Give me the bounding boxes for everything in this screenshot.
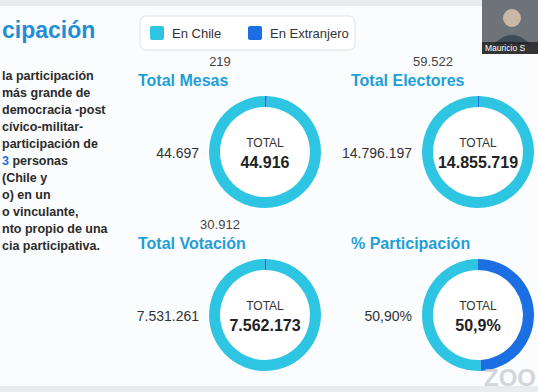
watermark: ZOO [484,364,536,391]
name-tag [482,42,538,54]
donut-slice [422,96,534,208]
video-tile [482,0,538,54]
donut-chart: Total Mesas TOTAL 44.916 44.697 219 [138,54,321,208]
chart-title: % Participación [351,235,470,252]
donut-slice [265,259,266,270]
text-run: nto propio de una [2,222,109,236]
text-run: participación de [2,137,98,151]
donut-slice [209,96,321,208]
legend-box [140,16,355,50]
participant-name: Mauricio S [485,43,525,53]
center-label: TOTAL [246,299,284,313]
screen-bg [0,0,538,392]
slide-bg [0,6,538,386]
paragraph-line: o) en un [2,188,51,202]
donut-hole [434,108,522,196]
text-run: o vinculante, [2,205,78,219]
data-label: 7.531.261 [137,308,199,324]
legend-label: En Extranjero [270,26,349,41]
text-run: democracia -post [2,103,106,117]
center-total: 14.855.719 [438,154,518,171]
data-label: 30.912 [200,217,240,232]
donut-slice [265,96,267,107]
paragraph-line: nto propio de una [2,222,109,236]
legend-swatch [150,26,164,40]
donut-chart: Total Electores TOTAL 14.855.719 14.796.197… [342,54,534,208]
center-total: 7.562.173 [229,317,300,334]
paragraph-line: la participación [2,69,94,83]
chart-title: Total Mesas [138,72,229,89]
text-run: personas [9,154,68,168]
center-label: TOTAL [246,136,284,150]
paragraph-line: (Chile y [2,171,47,185]
donut-chart: Total Votación TOTAL 7.562.173 7.531.261 30.… [137,217,321,371]
legend-label: En Chile [172,26,221,41]
center-total: 44.916 [241,154,290,171]
paragraph-line: o vinculante, [2,205,78,219]
data-label: 14.796.197 [342,145,412,161]
donut-hole [434,271,522,359]
donut-chart: % Participación TOTAL 50,9% 50,90% [351,235,534,371]
data-label: 50,90% [365,308,412,324]
donut-hole [221,108,309,196]
paragraph-line: 3 personas [2,154,68,168]
paragraph-line: cia participativa. [2,239,100,253]
center-label: TOTAL [459,299,497,313]
text-run: cívico-militar- [2,120,83,134]
center-total: 50,9% [455,317,500,334]
data-label: 59.522 [413,54,453,69]
text-run: la participación [2,69,94,83]
center-label: TOTAL [459,136,497,150]
data-label: 219 [209,54,231,69]
paragraph-line: democracia -post [2,103,106,117]
video-person [503,9,521,27]
text-run: 3 [2,154,9,168]
chart-title: Total Votación [138,235,246,252]
donut-slice [209,259,321,371]
donut-slice [478,96,479,107]
slide-title: cipación [2,17,95,43]
text-run: o) en un [2,188,51,202]
text-run: más grande de [2,86,90,100]
text-run: (Chile y [2,171,47,185]
paragraph-line: cívico-militar- [2,120,83,134]
chart-title: Total Electores [351,72,465,89]
legend-swatch [248,26,262,40]
paragraph-line: participación de [2,137,98,151]
slide: cipación la participación más grande de dem… [0,0,538,392]
donut-hole [221,271,309,359]
paragraph-line: más grande de [2,86,90,100]
data-label: 44.697 [156,145,199,161]
text-run: cia participativa. [2,239,100,253]
